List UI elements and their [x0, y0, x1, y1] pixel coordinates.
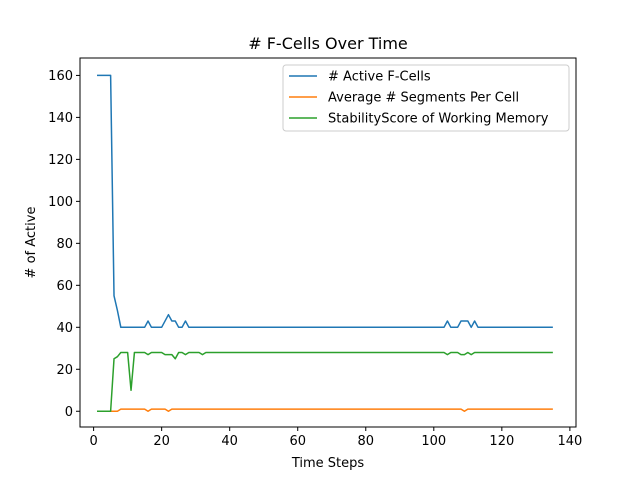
x-tick-label: 0	[89, 434, 97, 449]
y-tick-label: 120	[48, 153, 73, 168]
y-tick-label: 80	[56, 237, 73, 252]
x-tick-label: 40	[221, 434, 238, 449]
x-tick-label: 60	[289, 434, 306, 449]
x-tick-label: 120	[489, 434, 514, 449]
series-line-2	[97, 408, 553, 413]
legend-box	[282, 64, 570, 132]
chart-title: # F-Cells Over Time	[248, 34, 408, 53]
y-axis-title: # of Active	[24, 207, 39, 279]
legend-label-2: Average # Segments Per Cell	[328, 91, 519, 106]
y-tick-label: 60	[56, 279, 73, 294]
x-tick-label: 80	[357, 434, 374, 449]
y-tick-label: 40	[56, 321, 73, 336]
x-axis: 0 20 40 60 80 100 120 140	[89, 427, 582, 449]
legend: # Active F-Cells Average # Segments Per C…	[282, 64, 570, 132]
x-axis-title: Time Steps	[291, 456, 365, 471]
x-tick-label: 140	[557, 434, 582, 449]
series-layer	[97, 74, 553, 413]
plot-frame	[79, 57, 577, 428]
y-tick-label: 20	[56, 363, 73, 378]
x-tick-label: 20	[153, 434, 170, 449]
y-axis: 0 20 40 60 80 100 120 140 160	[48, 69, 80, 420]
series-line-1	[97, 74, 553, 329]
x-tick-label: 100	[421, 434, 446, 449]
y-tick-label: 140	[48, 111, 73, 126]
legend-label-3: StabilityScore of Working Memory	[328, 112, 549, 127]
legend-label-1: # Active F-Cells	[328, 70, 431, 85]
y-tick-label: 0	[65, 405, 73, 420]
series-line-3	[97, 351, 553, 413]
y-tick-label: 160	[48, 69, 73, 84]
y-tick-label: 100	[48, 195, 73, 210]
